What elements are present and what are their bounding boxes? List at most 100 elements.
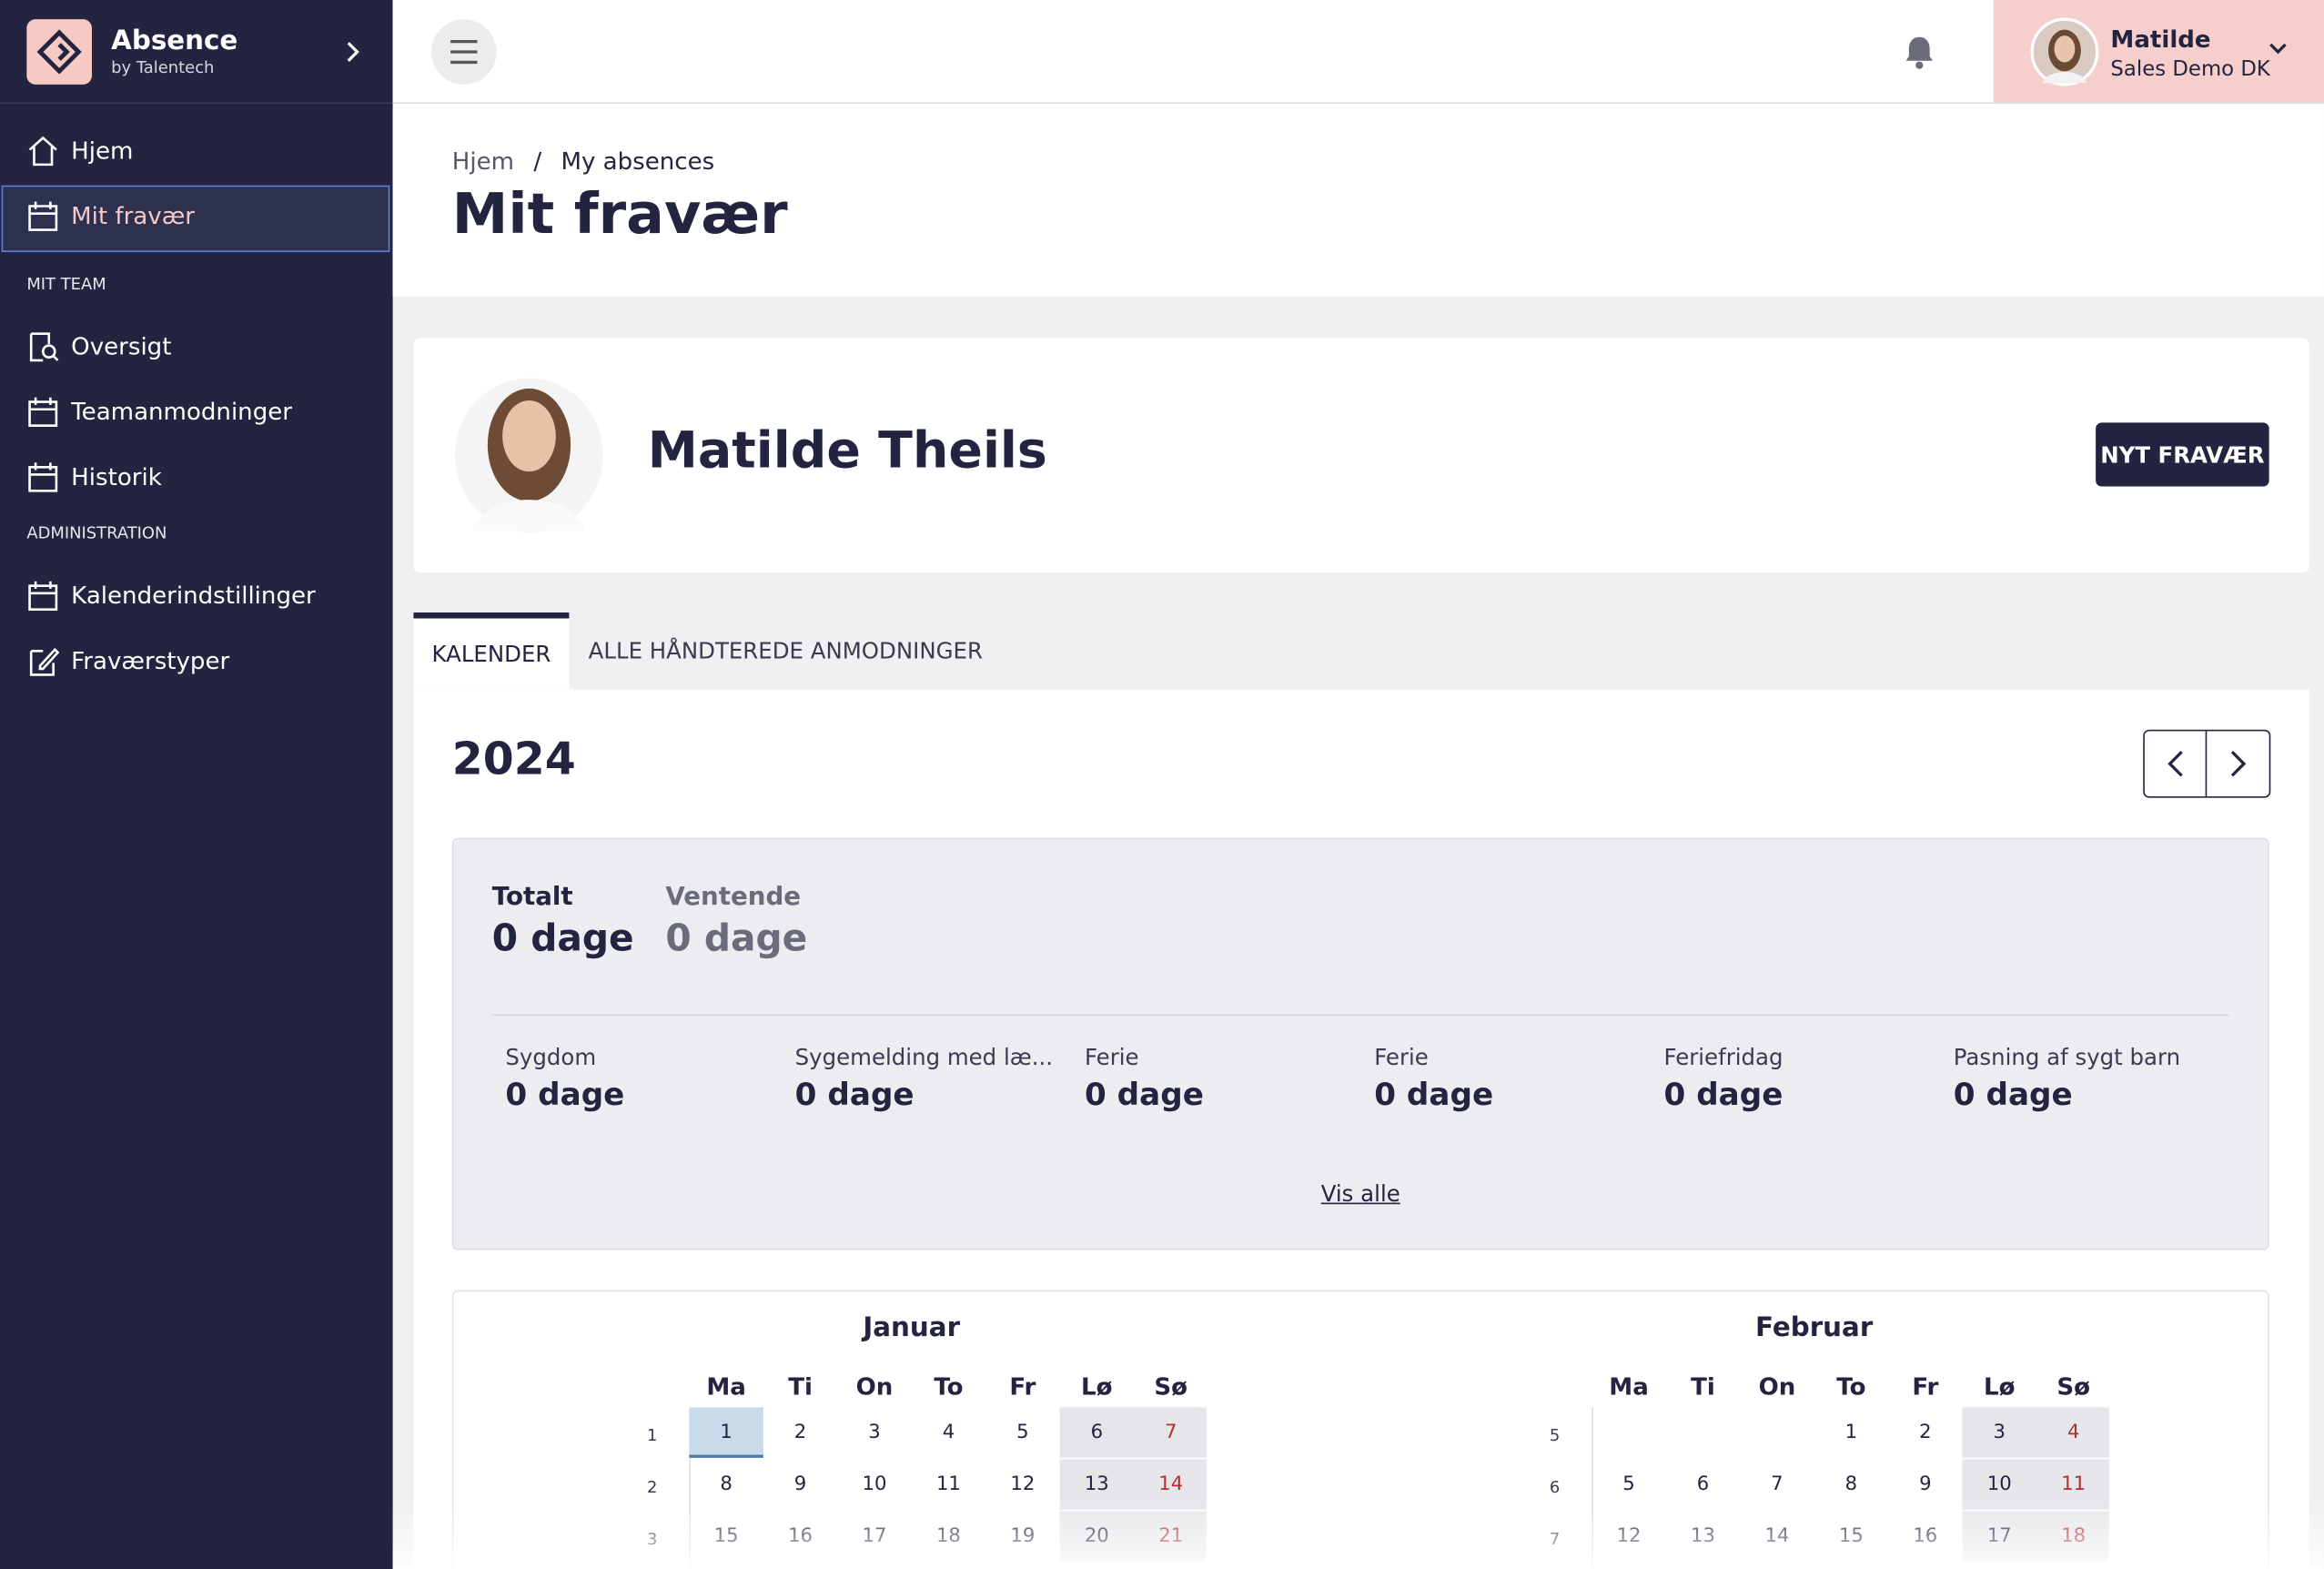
logo-icon (36, 29, 82, 75)
tab[interactable]: ALLE HÅNDTEREDE ANMODNINGER (588, 637, 983, 665)
profile-card: Matilde Theils NYT FRAVÆR (413, 338, 2309, 572)
fade (392, 1497, 2324, 1569)
day[interactable]: 10 (862, 1473, 887, 1496)
total-value: 0 dage (665, 916, 808, 960)
day[interactable]: 10 (1986, 1473, 2012, 1496)
weekday: To (1836, 1372, 1866, 1402)
day[interactable]: 4 (2066, 1421, 2080, 1444)
day[interactable]: 6 (1696, 1473, 1710, 1496)
day[interactable]: 8 (1844, 1473, 1858, 1496)
type-label: Ferie (1374, 1044, 1429, 1071)
weekday: Ti (1691, 1372, 1715, 1402)
summary-box: Vis alle Totalt 0 dage Ventende 0 dage Sygdo… (451, 837, 2269, 1250)
type-label: Sygemelding med læ... (794, 1044, 1054, 1071)
divider (491, 1014, 2229, 1017)
nav-section-title: MIT TEAM (26, 274, 106, 294)
total-label: Ventende (665, 882, 802, 913)
user-name: Matilde (2110, 25, 2211, 54)
day[interactable]: 9 (793, 1473, 807, 1496)
type-value: 0 dage (1084, 1077, 1204, 1113)
nav-item[interactable]: Kalenderindstillinger (71, 581, 316, 610)
day[interactable]: 14 (1158, 1473, 1184, 1496)
logo (26, 19, 92, 85)
weekday: Ti (788, 1372, 813, 1402)
day[interactable]: 1 (720, 1421, 733, 1444)
year-nav (2143, 729, 2271, 798)
prev-year[interactable] (2162, 749, 2188, 779)
nav-item[interactable]: Oversigt (71, 332, 172, 360)
next-year[interactable] (2225, 749, 2251, 779)
month-title: Februar (1755, 1312, 1874, 1344)
day[interactable]: 2 (1919, 1421, 1932, 1444)
weekend-bg (1059, 1407, 1207, 1460)
nav-item[interactable]: Hjem (71, 136, 134, 165)
type-value: 0 dage (1663, 1077, 1783, 1113)
page-title: Mit fravær (451, 180, 788, 247)
new-absence-button[interactable]: NYT FRAVÆR (2096, 422, 2269, 487)
day[interactable]: 7 (1165, 1421, 1177, 1444)
nav-icon (28, 462, 58, 492)
nav-item[interactable]: Historik (71, 462, 162, 491)
collapse-icon[interactable] (344, 42, 362, 63)
day[interactable]: 12 (1010, 1473, 1036, 1496)
week-divider (1591, 1407, 1593, 1569)
nav-active-bg (1, 185, 390, 253)
type-value: 0 dage (505, 1077, 625, 1113)
menu-button[interactable] (430, 19, 497, 85)
sidebar: Absence by Talentech Hjem Mit fravær MIT T… (0, 0, 393, 1569)
year: 2024 (451, 734, 576, 786)
nav-item[interactable]: Teamanmodninger (71, 397, 293, 426)
nav-item[interactable]: Mit fravær (71, 201, 196, 230)
chevron-down (2269, 43, 2287, 55)
type-label: Sygdom (505, 1044, 597, 1071)
day[interactable]: 11 (935, 1473, 961, 1496)
day[interactable]: 3 (1993, 1421, 2006, 1444)
weekend-bg (1962, 1407, 2109, 1460)
day[interactable]: 6 (1090, 1421, 1104, 1444)
weekday: Lø (1983, 1372, 2016, 1402)
nav-icon (28, 136, 57, 167)
weekday: To (934, 1372, 964, 1402)
brand-sub: by Talentech (111, 57, 215, 77)
day[interactable]: 1 (1844, 1421, 1858, 1444)
day[interactable]: 7 (1771, 1473, 1783, 1496)
bell-icon[interactable] (1903, 34, 1935, 69)
week-number: 5 (1549, 1425, 1561, 1445)
type-label: Pasning af sygt barn (1953, 1044, 2181, 1071)
type-value: 0 dage (794, 1077, 914, 1113)
nav-icon (28, 201, 58, 231)
user-menu[interactable]: Matilde Sales Demo DK (1993, 0, 2324, 103)
total-label: Totalt (491, 882, 573, 913)
topbar: Matilde Sales Demo DK (392, 0, 2324, 105)
nav-icon (29, 647, 60, 676)
day[interactable]: 3 (868, 1421, 881, 1444)
brand: Absence (111, 25, 238, 56)
breadcrumb: Hjem / My absences (452, 147, 714, 175)
nav-icon (29, 332, 59, 362)
day[interactable]: 5 (1622, 1473, 1635, 1496)
day[interactable]: 2 (793, 1421, 807, 1444)
week-number: 1 (646, 1425, 658, 1445)
tab-panel: 2024 Vis alle Totalt 0 dage Ventende 0 dage… (413, 689, 2309, 1569)
day[interactable]: 13 (1084, 1473, 1109, 1496)
user-org: Sales Demo DK (2110, 57, 2270, 82)
day[interactable]: 11 (2061, 1473, 2087, 1496)
weekday: Lø (1081, 1372, 1113, 1402)
breadcrumb-item[interactable]: Hjem (451, 147, 515, 176)
tab-active[interactable]: KALENDER (413, 612, 570, 690)
weekday: Sø (1154, 1372, 1188, 1402)
day[interactable]: 5 (1016, 1421, 1029, 1444)
day[interactable]: 8 (720, 1473, 733, 1496)
nav-section-title: ADMINISTRATION (26, 523, 167, 543)
week-number: 6 (1549, 1477, 1561, 1497)
breadcrumb-separator: / (533, 147, 542, 176)
weekday: On (855, 1372, 894, 1402)
nav-item[interactable]: Fraværstyper (71, 646, 230, 675)
day[interactable]: 4 (942, 1421, 955, 1444)
show-all-link[interactable]: Vis alle (1320, 1180, 1400, 1208)
week-divider (689, 1407, 692, 1569)
menu-icon (450, 39, 478, 65)
day[interactable]: 9 (1919, 1473, 1932, 1496)
profile-name: Matilde Theils (647, 420, 1047, 481)
